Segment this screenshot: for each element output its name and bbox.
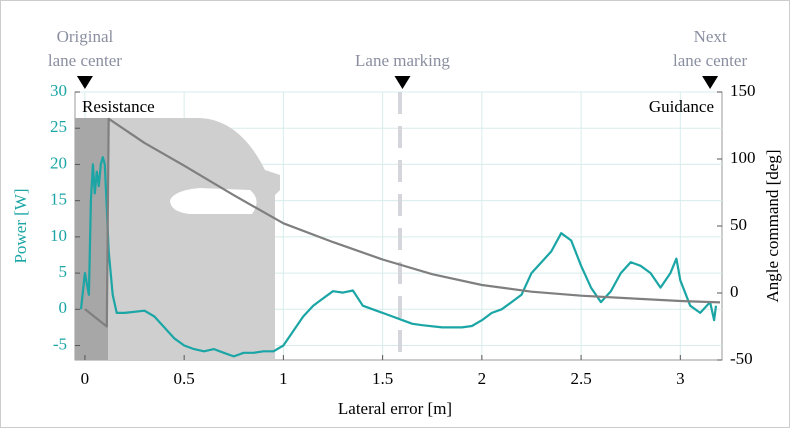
x-tick-label: 2: [478, 369, 487, 388]
annotation-line: lane center: [673, 51, 747, 70]
y-axis-label: Power [W]: [11, 188, 30, 263]
y-tick-label: 20: [50, 153, 67, 172]
y-tick-label: 10: [50, 226, 67, 245]
x-tick-label: 3: [676, 369, 685, 388]
x-tick-label: 0: [81, 369, 90, 388]
x-tick-label: 0.5: [174, 369, 195, 388]
y-tick-label: -5: [53, 334, 67, 353]
x-tick-label: 2.5: [570, 369, 591, 388]
y-tick-label: 5: [59, 262, 68, 281]
y2-tick-label: -50: [730, 349, 753, 368]
annotation-line: Next: [694, 27, 727, 46]
x-tick-label: 1: [279, 369, 288, 388]
y-tick-label: 0: [59, 298, 68, 317]
annotation-line: lane center: [48, 51, 122, 70]
y2-tick-label: 150: [730, 81, 756, 100]
y-tick-label: 25: [50, 117, 67, 136]
y2-tick-label: 0: [730, 282, 739, 301]
x-tick-label: 1.5: [372, 369, 393, 388]
y2-tick-label: 50: [730, 215, 747, 234]
y2-axis-label: Angle command [deg]: [763, 150, 782, 303]
region-label: Resistance: [82, 97, 155, 116]
x-axis-label: Lateral error [m]: [338, 399, 452, 418]
region-label: Guidance: [649, 97, 714, 116]
chart: Resistance Guidance Lateral error [m] Po…: [0, 0, 790, 428]
annotation-line: Original: [57, 27, 114, 46]
y-tick-label: 15: [50, 190, 67, 209]
page: Resistance Guidance Lateral error [m] Po…: [0, 0, 790, 428]
y-tick-label: 30: [50, 81, 67, 100]
annotation: Lane marking: [355, 51, 450, 70]
y2-tick-label: 100: [730, 148, 756, 167]
